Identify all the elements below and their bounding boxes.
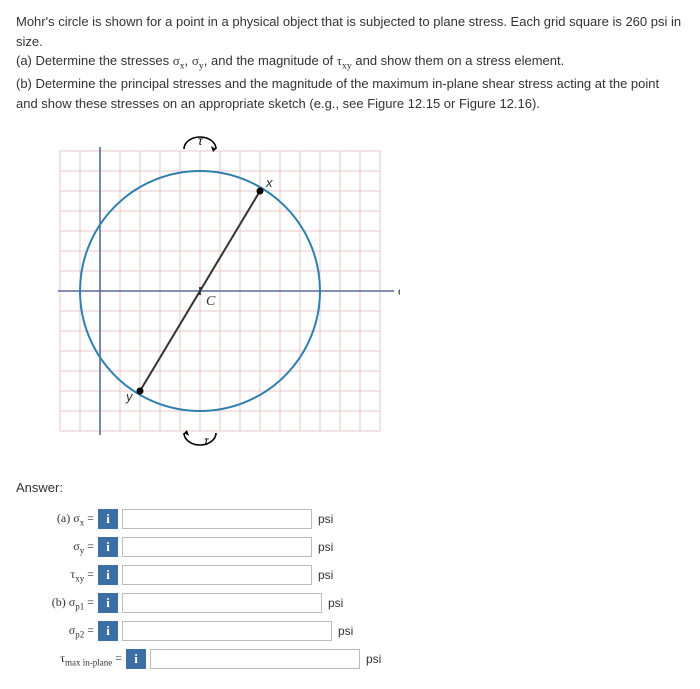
answer-input[interactable] [122, 537, 312, 557]
answer-row: σy =i psi [16, 537, 684, 557]
svg-text:τ: τ [198, 134, 204, 148]
answer-label: τmax in-plane = [16, 651, 126, 667]
problem-statement: Mohr's circle is shown for a point in a … [16, 12, 684, 113]
answer-unit: psi [318, 568, 333, 582]
svg-text:σ: σ [398, 284, 400, 299]
answer-input[interactable] [122, 565, 312, 585]
answer-input[interactable] [122, 621, 332, 641]
answer-row: τmax in-plane =i psi [16, 649, 684, 669]
answer-row: (b) σp1 =i psi [16, 593, 684, 613]
answer-row: σp2 =ipsi [16, 621, 684, 641]
problem-intro: Mohr's circle is shown for a point in a … [16, 12, 684, 51]
info-icon[interactable]: i [98, 621, 118, 641]
answer-input[interactable] [150, 649, 360, 669]
answer-row: τxy =i psi [16, 565, 684, 585]
answer-input[interactable] [122, 509, 312, 529]
answer-section: Answer: (a) σx =ipsiσy =ipsiτxy =ipsi(b)… [16, 480, 684, 669]
answer-unit: psi [318, 540, 333, 554]
info-icon[interactable]: i [98, 593, 118, 613]
info-icon[interactable]: i [126, 649, 146, 669]
answer-unit: psi [338, 624, 353, 638]
info-icon[interactable]: i [98, 537, 118, 557]
problem-part-b: (b) Determine the principal stresses and… [16, 74, 684, 113]
answer-label: τxy = [16, 567, 98, 583]
info-icon[interactable]: i [98, 509, 118, 529]
answer-unit: psi [366, 652, 381, 666]
answer-header: Answer: [16, 480, 684, 495]
answer-input[interactable] [122, 593, 322, 613]
answer-unit: psi [328, 596, 343, 610]
answer-label: σy = [16, 539, 98, 555]
answer-label: (b) σp1 = [16, 595, 98, 611]
answer-row: (a) σx =i psi [16, 509, 684, 529]
info-icon[interactable]: i [98, 565, 118, 585]
svg-text:C: C [206, 294, 216, 309]
mohr-circle-figure: σCxyττ [40, 131, 684, 454]
problem-part-a: (a) Determine the stresses σx, σy, and t… [16, 51, 684, 74]
answer-unit: psi [318, 512, 333, 526]
svg-text:x: x [265, 175, 273, 190]
svg-text:τ: τ [204, 434, 210, 448]
answer-label: (a) σx = [16, 511, 98, 527]
